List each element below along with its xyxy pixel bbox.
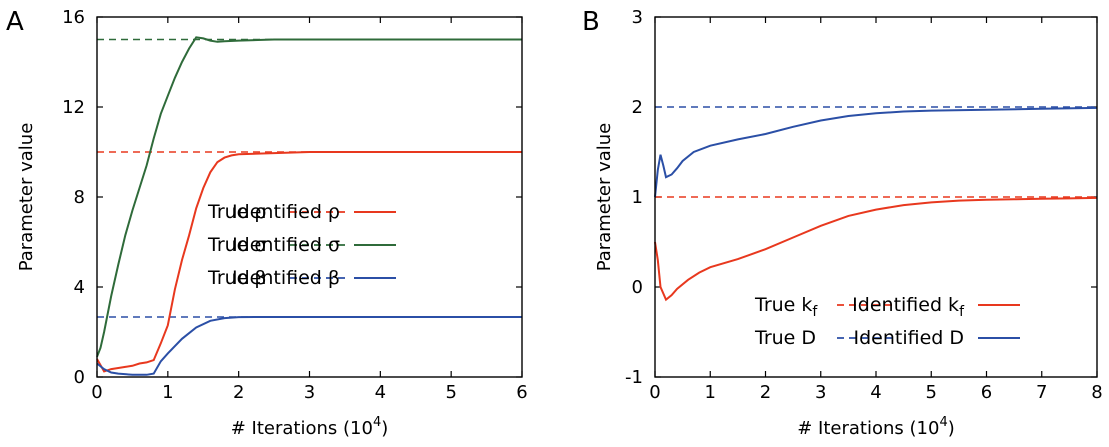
y-axis-label: Parameter value [594,123,615,272]
plot-frame [654,16,1098,378]
y-tick-label: 2 [632,97,643,118]
y-tick-label: 4 [74,277,85,298]
series-line [96,36,522,358]
series-line [654,196,1098,302]
x-tick-label: 6 [981,382,992,403]
x-tick-label: 5 [926,382,937,403]
legend-series-label: Identified σ [232,234,340,256]
legend-series-label: Identified β [232,267,340,289]
legend-true-label: True kf [754,294,818,320]
y-tick-label: -1 [625,367,643,388]
x-tick-label: 7 [1036,382,1047,403]
x-tick-label: 2 [760,382,771,403]
x-tick-label: 0 [649,382,660,403]
legend-true-label: True β [207,267,267,289]
y-tick-label: 3 [632,7,643,28]
y-tick-label: 16 [62,7,85,28]
x-tick-label: 8 [1091,382,1102,403]
x-tick-label: 3 [815,382,826,403]
x-tick-label: 2 [233,382,244,403]
legend-series-label: Identified ρ [232,201,340,223]
y-tick-label: 0 [74,367,85,388]
x-tick-label: 5 [445,382,456,403]
x-tick-label: 0 [91,382,102,403]
legend-series-label: Identified D [853,327,964,349]
legend-true-label: True D [754,327,816,349]
panel-label-a: A [6,7,24,37]
y-tick-label: 0 [632,277,643,298]
chart-b: 0 1 2 3 4 5 6 7 8 -1 0 1 2 3 # Iterations (104) Paramet… [594,7,1103,439]
legend-true-label: True ρ [207,201,266,223]
x-axis-label: # Iterations (104) [797,415,955,439]
y-tick-label: 1 [632,187,643,208]
y-tick-label: 12 [62,97,85,118]
x-tick-label: 4 [870,382,881,403]
legend-true-label: True σ [207,234,266,256]
x-tick-label: 1 [705,382,716,403]
x-tick-label: 4 [375,382,386,403]
panel-label-b: B [582,7,600,37]
series-line [96,316,522,376]
x-tick-label: 3 [304,382,315,403]
x-tick-label: 6 [516,382,527,403]
y-tick-label: 8 [74,187,85,208]
plot-frame [96,16,523,378]
x-tick-label: 1 [162,382,173,403]
series-line [654,106,1098,198]
legend-series-label: Identified kf [852,294,965,320]
y-axis-label: Parameter value [16,123,37,272]
series-line [96,151,522,373]
x-axis-label: # Iterations (104) [231,415,389,439]
